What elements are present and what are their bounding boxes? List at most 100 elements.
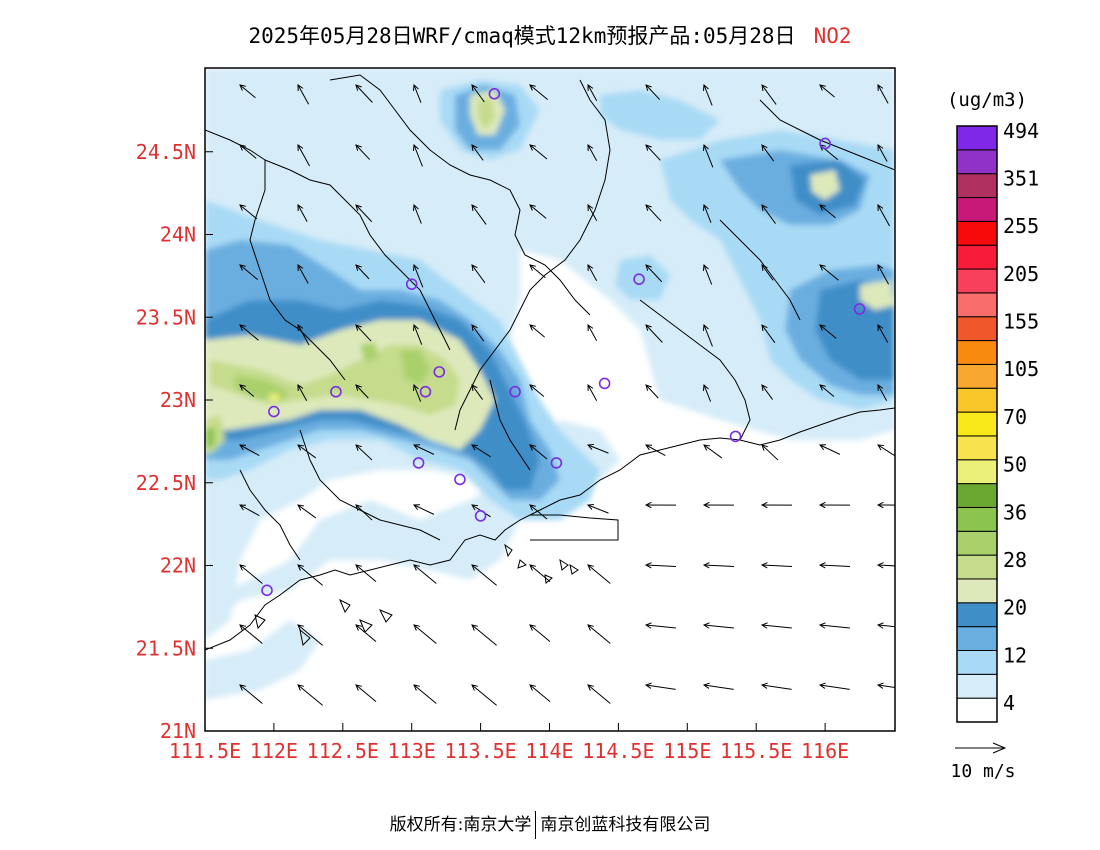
lon-label: 114E xyxy=(525,739,573,763)
province-boundary-1 xyxy=(205,129,346,381)
wind-vector xyxy=(471,324,485,342)
wind-vector xyxy=(703,324,713,347)
lon-label: 112E xyxy=(250,739,298,763)
wind-vector xyxy=(703,684,734,690)
wind-vector xyxy=(761,384,773,400)
wind-vector xyxy=(877,444,895,457)
wind-arrowhead-icon xyxy=(355,264,362,271)
lat-label: 22N xyxy=(160,554,196,578)
wind-vector xyxy=(877,204,891,227)
wind-vector xyxy=(413,684,437,704)
wind-vector xyxy=(645,264,663,283)
lat-label: 21.5N xyxy=(136,636,196,660)
wind-arrowhead-icon xyxy=(355,204,362,211)
wind-vector xyxy=(355,384,369,399)
wind-vector xyxy=(877,324,889,343)
lat-label: 21N xyxy=(160,719,196,743)
station-marker-icon xyxy=(598,377,611,390)
wind-arrowhead-icon xyxy=(877,144,884,152)
field-level-4c xyxy=(205,620,320,700)
field-level-70c xyxy=(360,342,378,362)
station-marker-icon xyxy=(419,385,432,398)
wind-arrowhead-icon xyxy=(529,144,536,151)
colorbar-swatch xyxy=(956,435,998,461)
wind-arrowhead-icon xyxy=(239,564,246,571)
wind-arrowhead-icon xyxy=(819,324,826,331)
wind-vector xyxy=(413,204,422,224)
province-boundary-5 xyxy=(639,299,751,441)
wind-arrowhead-icon xyxy=(239,264,246,271)
wind-vector xyxy=(819,264,839,281)
colorbar-swatch xyxy=(956,197,998,222)
wind-arrowhead-icon xyxy=(355,84,362,91)
wind-vector xyxy=(355,504,373,521)
wind-arrowhead-icon xyxy=(239,624,246,631)
wind-arrowhead-icon xyxy=(645,384,652,391)
wind-vector xyxy=(413,624,437,644)
wind-arrowhead-icon xyxy=(818,501,826,509)
wind-vector xyxy=(239,84,256,99)
footer: 版权所有:南京大学 南京创蓝科技有限公司 xyxy=(0,810,1100,839)
colorbar-swatch xyxy=(956,220,998,246)
province-boundary-4 xyxy=(454,79,611,431)
wind-arrowhead-icon xyxy=(819,204,826,211)
wind-vector xyxy=(761,204,776,224)
concentration-field xyxy=(205,68,895,731)
wind-arrowhead-icon xyxy=(412,323,419,332)
wind-vector xyxy=(645,204,662,222)
wind-vector xyxy=(587,444,609,454)
field-level-12e xyxy=(615,255,670,300)
wind-vector xyxy=(703,384,712,402)
province-boundary-2 xyxy=(264,159,451,351)
wind-vector xyxy=(529,684,551,702)
wind-arrowhead-icon xyxy=(529,564,536,571)
lon-label: 113.5E xyxy=(444,739,516,763)
wind-vector xyxy=(471,204,487,225)
wind-vector xyxy=(297,384,308,402)
wind-arrowhead-icon xyxy=(761,204,768,212)
wind-arrowhead-icon xyxy=(702,682,710,689)
wind-vector xyxy=(355,684,377,702)
wind-arrowhead-icon xyxy=(239,684,246,691)
wind-arrowhead-icon xyxy=(355,684,362,691)
station-marker-icon xyxy=(550,457,563,469)
wind-arrowhead-icon xyxy=(819,264,826,271)
province-boundary-9 xyxy=(239,469,301,561)
wind-legend: 10 m/s xyxy=(950,742,1016,782)
wind-arrowhead-icon xyxy=(877,444,885,451)
wind-arrowhead-icon xyxy=(703,444,711,451)
wind-vector xyxy=(587,684,611,704)
wind-arrowhead-icon xyxy=(355,564,362,571)
wind-arrowhead-icon xyxy=(877,84,884,92)
wind-vector xyxy=(529,144,548,160)
colorbar-swatch xyxy=(956,387,998,413)
lon-label: 112.5E xyxy=(307,739,379,763)
wind-arrowhead-icon xyxy=(702,562,710,569)
wind-arrowhead-icon xyxy=(471,204,478,212)
lat-label: 24.5N xyxy=(136,140,196,164)
colorbar-swatch xyxy=(956,506,998,532)
wind-arrowhead-icon xyxy=(587,204,594,212)
wind-vector xyxy=(587,324,598,342)
colorbar-tick-label: 70 xyxy=(1003,405,1027,429)
lon-label: 114.5E xyxy=(582,739,654,763)
wind-arrowhead-icon xyxy=(819,84,826,91)
footer-company: 南京创蓝科技有限公司 xyxy=(540,815,711,835)
wind-vector xyxy=(703,564,734,568)
province-boundary-10 xyxy=(489,379,531,471)
wind-arrowhead-icon xyxy=(877,204,884,212)
wind-arrowhead-icon xyxy=(702,203,709,212)
wind-vector xyxy=(239,264,259,281)
wind-arrowhead-icon xyxy=(529,84,536,91)
wind-arrowhead-icon xyxy=(412,83,419,92)
wind-vector xyxy=(239,324,259,341)
wind-vector xyxy=(645,624,676,629)
wind-arrowhead-icon xyxy=(471,564,478,571)
wind-vector xyxy=(819,384,835,397)
wind-arrowhead-icon xyxy=(471,444,479,451)
wind-vector xyxy=(471,564,497,586)
wind-legend-label: 10 m/s xyxy=(950,761,1015,782)
station-marker-icon xyxy=(633,273,645,285)
station-marker-icon xyxy=(474,510,487,522)
wind-arrowhead-icon xyxy=(355,504,362,511)
